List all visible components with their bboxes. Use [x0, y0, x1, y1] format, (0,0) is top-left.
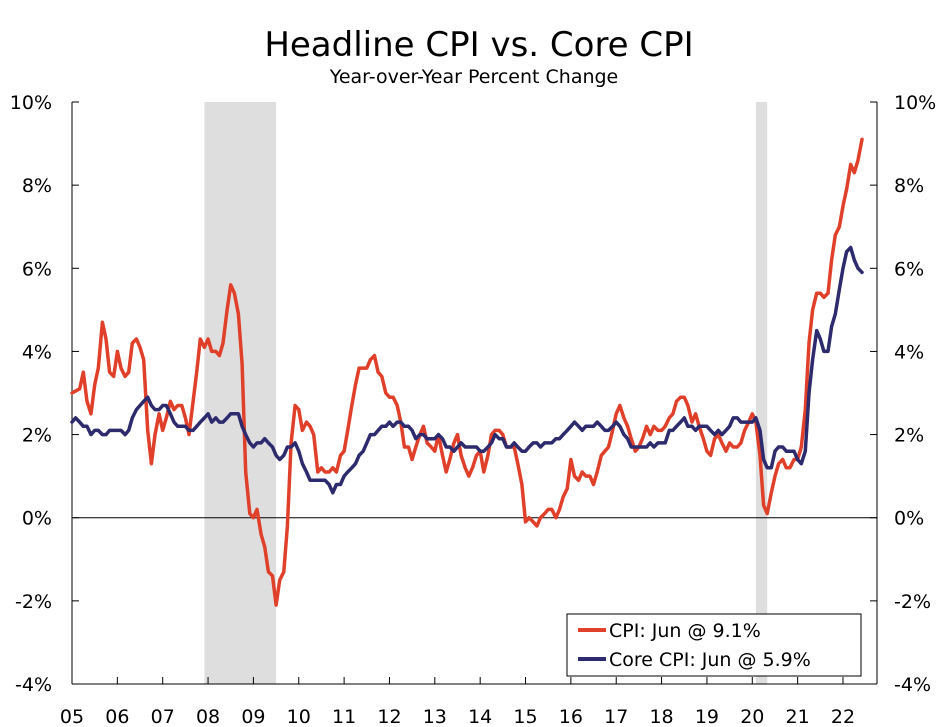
- y-tick-label-right: 4%: [894, 341, 924, 363]
- x-tick-label: 12: [377, 706, 401, 727]
- recession-band: [204, 102, 277, 684]
- x-tick-label: 20: [740, 706, 764, 727]
- x-tick-label: 06: [105, 706, 129, 727]
- y-tick-label-left: 0%: [22, 508, 52, 530]
- recession-shading: [204, 102, 768, 684]
- legend-box: [566, 613, 862, 677]
- legend-label-cpi: CPI: Jun @ 9.1%: [609, 620, 761, 642]
- x-tick-label: 19: [695, 706, 719, 727]
- legend: CPI: Jun @ 9.1% Core CPI: Jun @ 5.9%: [566, 613, 862, 677]
- y-tick-label-left: 2%: [22, 425, 52, 447]
- x-tick-label: 17: [604, 706, 628, 727]
- x-tick-label: 11: [332, 706, 356, 727]
- x-tick-label: 07: [151, 706, 175, 727]
- x-tick-label: 22: [831, 706, 855, 727]
- chart-subtitle: Year-over-Year Percent Change: [329, 66, 619, 88]
- tick-labels: -4% -4% -2% -2% 0% 0% 2% 2% 4% 4% 6% 6% 8% 8% 10% 10% 05…: [10, 92, 936, 727]
- x-tick-label: 15: [513, 706, 537, 727]
- x-tick-label: 13: [423, 706, 447, 727]
- core-cpi-line: [70, 245, 864, 495]
- y-tick-label-left: -2%: [15, 591, 52, 613]
- y-tick-label-right: 2%: [894, 425, 924, 447]
- y-tick-label-right: 6%: [894, 258, 924, 280]
- y-tick-label-left: -4%: [15, 674, 52, 696]
- y-tick-label-left: 4%: [22, 341, 52, 363]
- x-tick-label: 18: [649, 706, 673, 727]
- x-tick-label: 21: [786, 706, 810, 727]
- recession-band: [755, 102, 768, 684]
- axes: [71, 101, 878, 685]
- x-tick-label: 14: [468, 706, 492, 727]
- series-lines: [70, 137, 864, 607]
- y-tick-label-right: 10%: [894, 92, 936, 114]
- x-tick-label: 10: [287, 706, 311, 727]
- y-tick-label-left: 8%: [22, 175, 52, 197]
- cpi-line: [70, 137, 864, 607]
- y-tick-label-right: -4%: [894, 674, 931, 696]
- x-tick-label: 08: [196, 706, 220, 727]
- chart-title: Headline CPI vs. Core CPI: [264, 25, 693, 65]
- y-tick-label-left: 6%: [22, 258, 52, 280]
- legend-label-core-cpi: Core CPI: Jun @ 5.9%: [609, 649, 811, 671]
- y-tick-label-right: -2%: [894, 591, 931, 613]
- y-tick-label-right: 0%: [894, 508, 924, 530]
- y-tick-label-right: 8%: [894, 175, 924, 197]
- x-tick-label: 05: [60, 706, 84, 727]
- x-tick-label: 16: [559, 706, 583, 727]
- x-tick-label: 09: [241, 706, 265, 727]
- y-tick-label-left: 10%: [10, 92, 52, 114]
